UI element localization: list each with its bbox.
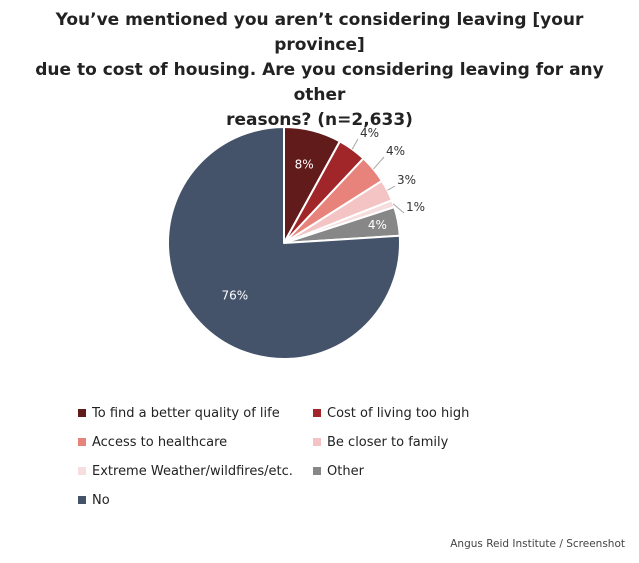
- pie-data-label: 8%: [295, 157, 314, 171]
- chart-title-line: You’ve mentioned you aren’t considering …: [55, 10, 584, 55]
- pie-data-label: 76%: [221, 288, 248, 302]
- chart-title-line: reasons? (n=2,633): [226, 110, 413, 130]
- pie-data-label: 3%: [397, 173, 416, 187]
- leader-line: [387, 185, 396, 191]
- leader-line: [373, 156, 385, 170]
- chart-title-line: due to cost of housing. Are you consider…: [35, 60, 604, 105]
- pie-data-label: 4%: [386, 144, 405, 158]
- leader-line: [351, 138, 359, 150]
- pie-data-label: 4%: [360, 126, 379, 140]
- pie-slice: [167, 126, 401, 360]
- image-credit: Angus Reid Institute / Screenshot: [450, 538, 625, 550]
- pie-data-label: 1%: [406, 200, 425, 214]
- leader-line: [392, 203, 405, 214]
- pie-data-label: 4%: [368, 218, 387, 232]
- chart-title: You’ve mentioned you aren’t considering …: [10, 8, 629, 133]
